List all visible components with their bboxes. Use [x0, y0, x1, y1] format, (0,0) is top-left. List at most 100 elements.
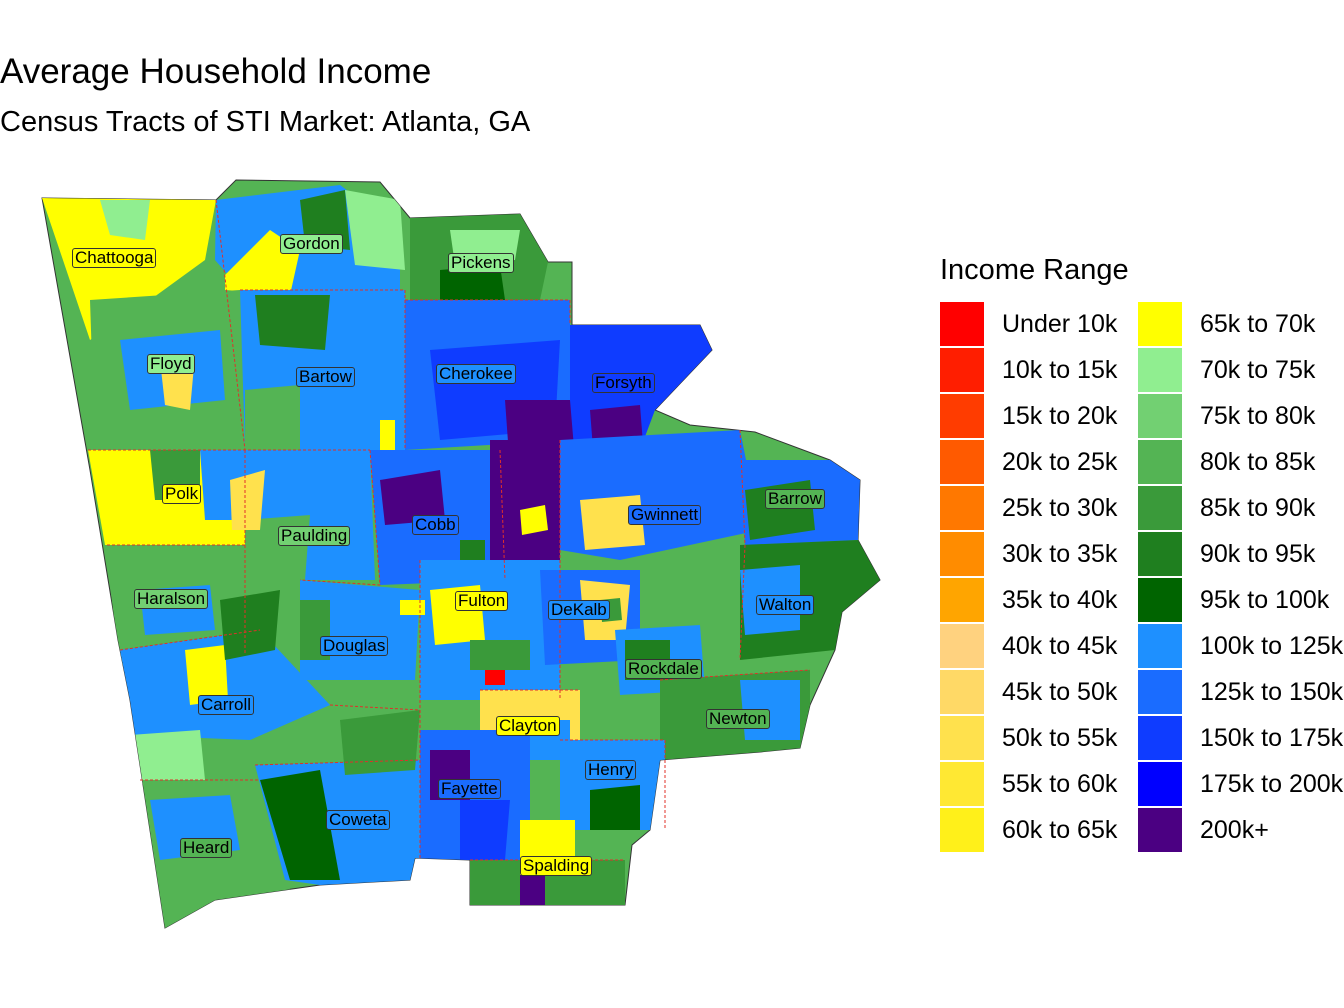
- legend-label: 95k to 100k: [1200, 586, 1330, 614]
- tract-chattooga: [42, 198, 216, 340]
- legend-swatch: [1138, 670, 1182, 714]
- county-label-haralson: Haralson: [134, 589, 209, 609]
- legend-swatch: [1138, 578, 1182, 622]
- legend-label: 85k to 90k: [1200, 494, 1316, 522]
- legend-label: 25k to 30k: [1002, 494, 1118, 522]
- map-subtitle: Census Tracts of STI Market: Atlanta, GA: [0, 106, 531, 138]
- county-label-newton: Newton: [706, 709, 770, 729]
- legend-swatch: [940, 808, 984, 852]
- county-label-forsyth: Forsyth: [592, 373, 655, 393]
- county-label-carroll: Carroll: [198, 695, 255, 715]
- county-label-henry: Henry: [585, 760, 637, 780]
- legend-label: 15k to 20k: [1002, 402, 1118, 430]
- legend-label: 60k to 65k: [1002, 816, 1118, 844]
- legend-label: 45k to 50k: [1002, 678, 1118, 706]
- legend-swatch: [1138, 808, 1182, 852]
- county-label-heard: Heard: [180, 838, 233, 858]
- legend-label: 125k to 150k: [1200, 678, 1344, 706]
- county-label-walton: Walton: [756, 595, 815, 615]
- legend-swatch: [1138, 302, 1182, 346]
- legend-title: Income Range: [940, 254, 1129, 286]
- legend-label: 50k to 55k: [1002, 724, 1118, 752]
- county-label-chattooga: Chattooga: [72, 248, 157, 268]
- legend-swatch: [1138, 486, 1182, 530]
- legend-swatch: [1138, 440, 1182, 484]
- tract-pickens-dark: [440, 265, 505, 300]
- legend-label: 30k to 35k: [1002, 540, 1118, 568]
- county-label-bartow: Bartow: [296, 367, 355, 387]
- legend-swatch: [940, 532, 984, 576]
- county-label-cherokee: Cherokee: [436, 364, 516, 384]
- county-label-floyd: Floyd: [147, 354, 195, 374]
- legend-swatch: [1138, 348, 1182, 392]
- tract-gwinnett-purple: [490, 440, 560, 560]
- tract-core-mix2: [460, 540, 485, 560]
- legend-swatch: [1138, 716, 1182, 760]
- legend-label: 65k to 70k: [1200, 310, 1316, 338]
- legend-label: 100k to 125k: [1200, 632, 1344, 660]
- legend-label: 20k to 25k: [1002, 448, 1118, 476]
- tract-chattooga-green: [100, 200, 150, 240]
- tract-bartow-green: [255, 295, 330, 350]
- tract-coweta-green: [340, 710, 420, 775]
- legend-swatch: [940, 578, 984, 622]
- county-label-barrow: Barrow: [765, 489, 825, 509]
- tract-fulton-green: [470, 640, 530, 670]
- tract-gordon-light: [345, 190, 405, 270]
- county-label-fayette: Fayette: [438, 779, 501, 799]
- county-boundaries: [88, 199, 811, 861]
- tract-paulding-yellow: [230, 470, 265, 530]
- legend-swatch: [940, 486, 984, 530]
- tract-fayette-blue: [460, 800, 510, 860]
- legend-label: 70k to 75k: [1200, 356, 1316, 384]
- county-label-polk: Polk: [162, 484, 202, 504]
- legend-swatch: [940, 624, 984, 668]
- legend-swatch: [940, 394, 984, 438]
- legend-swatch: [940, 762, 984, 806]
- tract-carroll-yellow: [185, 645, 228, 705]
- legend-label: 10k to 15k: [1002, 356, 1118, 384]
- tract-cobb-purple: [380, 470, 445, 525]
- legend-swatch: [940, 670, 984, 714]
- legend-label: 90k to 95k: [1200, 540, 1316, 568]
- legend-swatch: [1138, 532, 1182, 576]
- legend-label: Under 10k: [1002, 310, 1118, 338]
- county-label-pickens: Pickens: [448, 253, 514, 273]
- legend-label: 200k+: [1200, 816, 1269, 844]
- tract-bartow-green2: [245, 385, 300, 450]
- legend-swatch: [1138, 762, 1182, 806]
- legend-swatch: [1138, 624, 1182, 668]
- legend-label: 175k to 200k: [1200, 770, 1344, 798]
- county-label-rockdale: Rockdale: [625, 659, 702, 679]
- county-label-douglas: Douglas: [320, 636, 389, 656]
- county-label-clayton: Clayton: [496, 716, 560, 736]
- legend-label: 55k to 60k: [1002, 770, 1118, 798]
- map-title: Average Household Income: [0, 52, 432, 91]
- legend-swatch: [940, 348, 984, 392]
- county-label-fulton: Fulton: [455, 591, 509, 611]
- tract-carroll-light: [130, 730, 205, 785]
- legend-label: 40k to 45k: [1002, 632, 1118, 660]
- legend-label: 35k to 40k: [1002, 586, 1118, 614]
- legend-swatch: [940, 440, 984, 484]
- legend-label: 80k to 85k: [1200, 448, 1316, 476]
- tract-spalding-purple: [520, 875, 545, 905]
- county-label-paulding: Paulding: [278, 526, 351, 546]
- tract-core-mix1: [520, 505, 548, 535]
- county-label-gordon: Gordon: [280, 234, 343, 254]
- county-label-dekalb: DeKalb: [548, 600, 610, 620]
- tract-core-mix4: [400, 600, 425, 615]
- tract-henry-dark: [590, 785, 640, 830]
- legend-label: 75k to 80k: [1200, 402, 1316, 430]
- tract-coweta-dark: [260, 770, 340, 880]
- county-label-spalding: Spalding: [520, 856, 593, 876]
- legend-swatch: [1138, 394, 1182, 438]
- tract-core-mix5: [380, 420, 395, 450]
- county-label-gwinnett: Gwinnett: [628, 505, 702, 525]
- county-label-coweta: Coweta: [326, 810, 390, 830]
- legend-swatch: [940, 716, 984, 760]
- legend-swatch: [940, 302, 984, 346]
- tract-carroll-green: [220, 590, 280, 660]
- county-label-cobb: Cobb: [412, 515, 459, 535]
